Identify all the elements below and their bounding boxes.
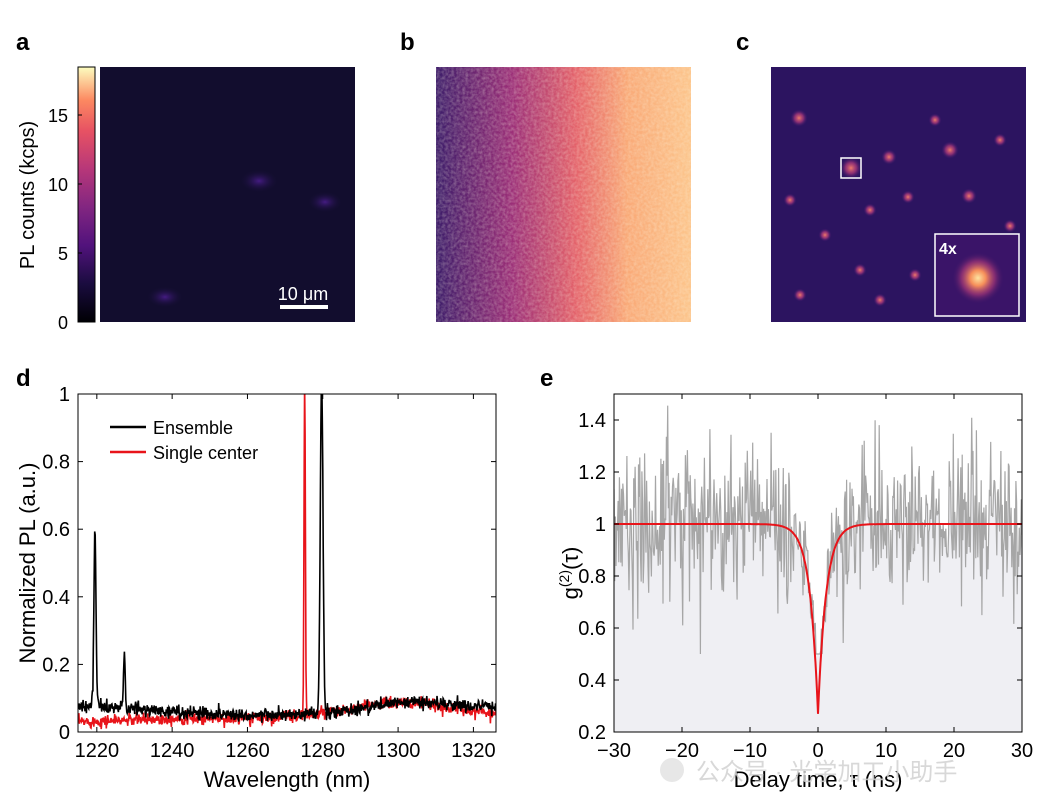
spectrum-plot: 1220 1240 1260 1280 1300 1320 0 0.2 0.4 0.6 0.8 1 En… (15, 384, 497, 792)
emitter-spot (941, 141, 959, 159)
emitter-spot (146, 286, 184, 308)
scale-bar (280, 305, 328, 309)
wechat-icon (660, 758, 684, 782)
emitter-spots (783, 109, 1017, 307)
y-tick-label: 1.2 (578, 462, 606, 484)
series-group (78, 394, 496, 730)
y-tick-label: 0.6 (42, 519, 70, 541)
emitter-spot (307, 191, 343, 213)
colorbar-tick-0: 0 (58, 313, 68, 333)
emitter-spot (818, 228, 832, 242)
data-area (614, 405, 1022, 732)
emitter-spot (853, 263, 867, 277)
g2-plot: −30 −20 −10 0 10 20 30 0.2 0.4 0.6 0.8 1 1.2 1.4 Delay… (556, 393, 1033, 792)
panel-label-a: a (16, 29, 30, 56)
plot-frame (613, 393, 1023, 733)
inset-spot (952, 252, 1004, 304)
emitter-spot (790, 109, 808, 127)
selection-box (840, 157, 862, 179)
emitter-spot (783, 193, 797, 207)
colorbar-tick-10: 10 (48, 175, 68, 195)
x-axis-label: Delay time, τ (ns) (734, 767, 903, 792)
x-tick-label: 1240 (150, 740, 195, 762)
plot-frame (77, 393, 497, 733)
emitter-spot (873, 293, 887, 307)
inset-label: 4x (939, 241, 957, 258)
scale-bar-label: 10 μm (278, 284, 328, 304)
x-tick-label: −30 (597, 740, 631, 762)
colorbar (77, 66, 96, 323)
x-tick-label: 1300 (376, 740, 421, 762)
y-tick-label: 0 (59, 722, 70, 744)
emitter-spot (863, 203, 877, 217)
emitter-spot (901, 190, 915, 204)
emitter-spot (961, 188, 977, 204)
x-tick-label: 20 (943, 740, 965, 762)
series-line-ensemble (78, 394, 496, 723)
pl-map-b-texture (436, 67, 691, 322)
series-line-fit (614, 523, 1022, 714)
x-tick-label: 1280 (301, 740, 346, 762)
panel-label-e: e (540, 365, 553, 392)
x-tick-label: 10 (875, 740, 897, 762)
y-tick-label: 0.8 (578, 566, 606, 588)
panel-label-d: d (16, 365, 31, 392)
y-tick-label: 0.2 (42, 654, 70, 676)
panel-label-c: c (736, 29, 749, 56)
x-tick-label: −10 (733, 740, 767, 762)
y-tick-label: 0.4 (578, 670, 606, 692)
y-tick-label: 0.4 (42, 587, 70, 609)
series-line-data (614, 405, 1022, 655)
legend-entry: Ensemble (153, 418, 233, 438)
watermark-text: 公众号 · 光学加工小助手 (696, 759, 957, 786)
watermark: 公众号 · 光学加工小助手 (660, 758, 957, 786)
x-tick-label: 0 (812, 740, 823, 762)
y-axis-label: Normalized PL (a.u.) (15, 463, 40, 664)
y-tick-label: 1.4 (578, 410, 606, 432)
x-tick-label: 30 (1011, 740, 1033, 762)
colorbar-tick-15: 15 (48, 106, 68, 126)
emitter-spot (993, 133, 1007, 147)
series-group (614, 405, 1022, 732)
emitter-spot (793, 288, 807, 302)
x-tick-label: 1320 (451, 740, 496, 762)
y-axis-label-tail: (τ) (558, 547, 583, 570)
y-tick-label: 1 (59, 384, 70, 406)
x-tick-label: 1260 (225, 740, 270, 762)
y-tick-label: 1 (595, 514, 606, 536)
legend-entry: Single center (153, 443, 258, 463)
panel-label-b: b (400, 29, 415, 56)
emitter-spot (1003, 219, 1017, 233)
x-tick-label: 1220 (75, 740, 120, 762)
colorbar-tick-5: 5 (58, 244, 68, 264)
y-tick-label: 0.6 (578, 618, 606, 640)
colorbar-ticks: 0 5 10 15 (48, 106, 82, 333)
emitter-spot (908, 268, 922, 282)
y-axis-label: g(2)(τ) (556, 547, 583, 600)
emitter-spot (840, 157, 862, 179)
x-axis-label: Wavelength (nm) (204, 767, 371, 792)
emitter-spot (881, 149, 897, 165)
y-axis-label-main: g (558, 587, 583, 599)
series-line-single-center (78, 394, 496, 730)
emitter-spot (239, 169, 279, 193)
y-tick-label: 0.2 (578, 722, 606, 744)
emitter-spot (928, 113, 942, 127)
x-tick-label: −20 (665, 740, 699, 762)
colorbar-label: PL counts (kcps) (17, 121, 39, 269)
y-tick-label: 0.8 (42, 452, 70, 474)
y-axis-label-sup: (2) (556, 570, 572, 587)
